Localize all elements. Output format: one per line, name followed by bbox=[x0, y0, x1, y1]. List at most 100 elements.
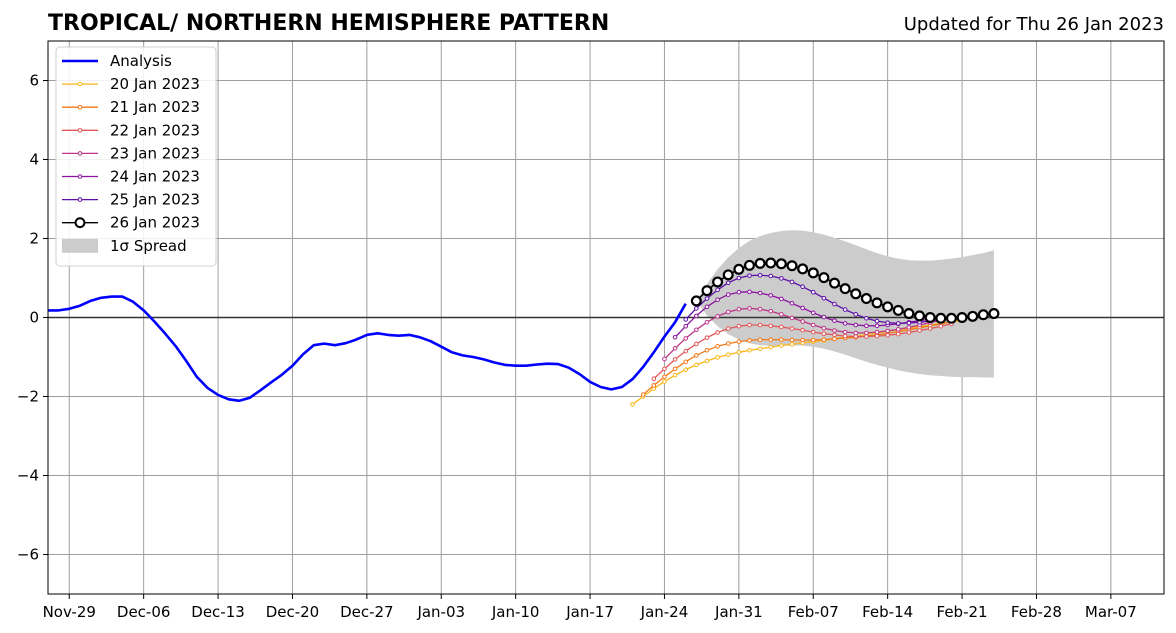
series-point bbox=[842, 329, 848, 335]
series-point bbox=[789, 342, 795, 347]
series-point bbox=[662, 374, 667, 380]
legend-marker bbox=[77, 128, 83, 133]
series-point bbox=[906, 330, 912, 335]
series-point bbox=[786, 260, 798, 272]
series-point bbox=[779, 296, 784, 302]
series-point bbox=[842, 321, 848, 326]
series-point bbox=[747, 273, 752, 278]
series-point bbox=[712, 276, 724, 288]
series-point bbox=[832, 301, 837, 307]
series-point bbox=[821, 325, 827, 331]
x-tick-label: Jan-24 bbox=[640, 603, 689, 621]
series-point bbox=[895, 327, 901, 332]
legend-entry: 22 Jan 2023 bbox=[62, 121, 200, 139]
series-point bbox=[715, 355, 720, 360]
series-point bbox=[704, 304, 710, 310]
series-point bbox=[747, 338, 752, 343]
series-point bbox=[842, 333, 848, 339]
x-tick-label: Jan-17 bbox=[565, 603, 614, 621]
series-point bbox=[683, 359, 689, 365]
legend-entry: 23 Jan 2023 bbox=[62, 144, 200, 162]
series-point bbox=[874, 333, 880, 339]
series-point bbox=[917, 328, 922, 333]
series-analysis bbox=[48, 295, 687, 403]
series-point bbox=[630, 402, 635, 407]
series-point bbox=[956, 312, 968, 324]
series-point bbox=[779, 343, 784, 348]
series-group bbox=[48, 257, 1000, 407]
legend-label: 22 Jan 2023 bbox=[110, 121, 200, 139]
legend-marker bbox=[77, 104, 83, 110]
x-tick-label: Feb-07 bbox=[788, 603, 839, 621]
series-point bbox=[683, 348, 689, 354]
series-point bbox=[832, 332, 837, 338]
x-tick-label: Nov-29 bbox=[43, 603, 96, 621]
series-point bbox=[672, 372, 678, 378]
legend: Analysis 20 Jan 2023 21 Jan 2023 22 Jan 202… bbox=[55, 46, 217, 267]
legend-label: 21 Jan 2023 bbox=[110, 98, 200, 116]
legend-label: 20 Jan 2023 bbox=[110, 75, 200, 93]
series-point bbox=[662, 356, 667, 362]
series-point bbox=[704, 358, 710, 364]
legend-label: 1σ Spread bbox=[110, 237, 187, 255]
legend-entry: Analysis bbox=[62, 52, 172, 70]
series-point bbox=[736, 275, 742, 281]
series-point bbox=[683, 336, 689, 341]
legend-label: 26 Jan 2023 bbox=[110, 214, 200, 232]
series-point bbox=[800, 337, 805, 343]
series-point bbox=[662, 366, 667, 372]
series-point bbox=[818, 272, 830, 284]
series-point bbox=[906, 320, 912, 326]
series-point bbox=[789, 300, 795, 306]
legend-label: Analysis bbox=[110, 52, 172, 70]
legend-entry: 1σ Spread bbox=[62, 237, 187, 255]
series-point bbox=[885, 320, 890, 325]
series-point bbox=[768, 344, 774, 350]
series-point bbox=[640, 392, 646, 397]
x-tick-label: Mar-07 bbox=[1085, 603, 1137, 621]
series-point bbox=[906, 325, 912, 330]
legend-swatch bbox=[62, 238, 98, 253]
series-point bbox=[733, 263, 745, 275]
series-point bbox=[694, 327, 699, 333]
series-point bbox=[768, 323, 774, 329]
legend-marker bbox=[77, 151, 83, 156]
series-point bbox=[885, 332, 890, 338]
legend-marker bbox=[77, 81, 83, 87]
series-point bbox=[725, 280, 731, 286]
series-point bbox=[895, 321, 901, 326]
series-point bbox=[789, 337, 795, 343]
series-point bbox=[832, 318, 837, 323]
series-point bbox=[747, 306, 752, 311]
legend-marker bbox=[77, 174, 83, 179]
series-point bbox=[832, 336, 837, 342]
series-point bbox=[725, 292, 731, 297]
series-point bbox=[757, 272, 763, 278]
x-tick-label: Dec-20 bbox=[266, 603, 320, 621]
series-point bbox=[779, 276, 784, 281]
series-point bbox=[672, 346, 678, 351]
series-point bbox=[945, 312, 957, 324]
series-point bbox=[775, 258, 787, 270]
series-point bbox=[810, 310, 816, 316]
legend-entry: 20 Jan 2023 bbox=[62, 75, 200, 93]
series-point bbox=[810, 289, 816, 295]
series-point bbox=[874, 323, 880, 329]
series-point bbox=[807, 267, 819, 279]
series-point bbox=[938, 323, 944, 329]
series-point bbox=[747, 347, 752, 353]
series-point bbox=[821, 337, 827, 342]
spread-band-group bbox=[696, 230, 994, 378]
series-point bbox=[800, 327, 805, 333]
series-point bbox=[683, 323, 689, 329]
x-tick-label: Dec-13 bbox=[191, 603, 245, 621]
series-point bbox=[736, 289, 742, 295]
series-point bbox=[967, 310, 979, 322]
series-point bbox=[715, 287, 720, 293]
x-tick-labels: Nov-29 Dec-06 Dec-13 Dec-20 Dec-27 Jan-03 Jan-… bbox=[43, 594, 1137, 621]
legend-entry: 21 Jan 2023 bbox=[62, 98, 200, 116]
series-point bbox=[704, 319, 710, 325]
series-point bbox=[722, 269, 734, 281]
series-point bbox=[672, 366, 678, 372]
series-point bbox=[779, 324, 784, 330]
